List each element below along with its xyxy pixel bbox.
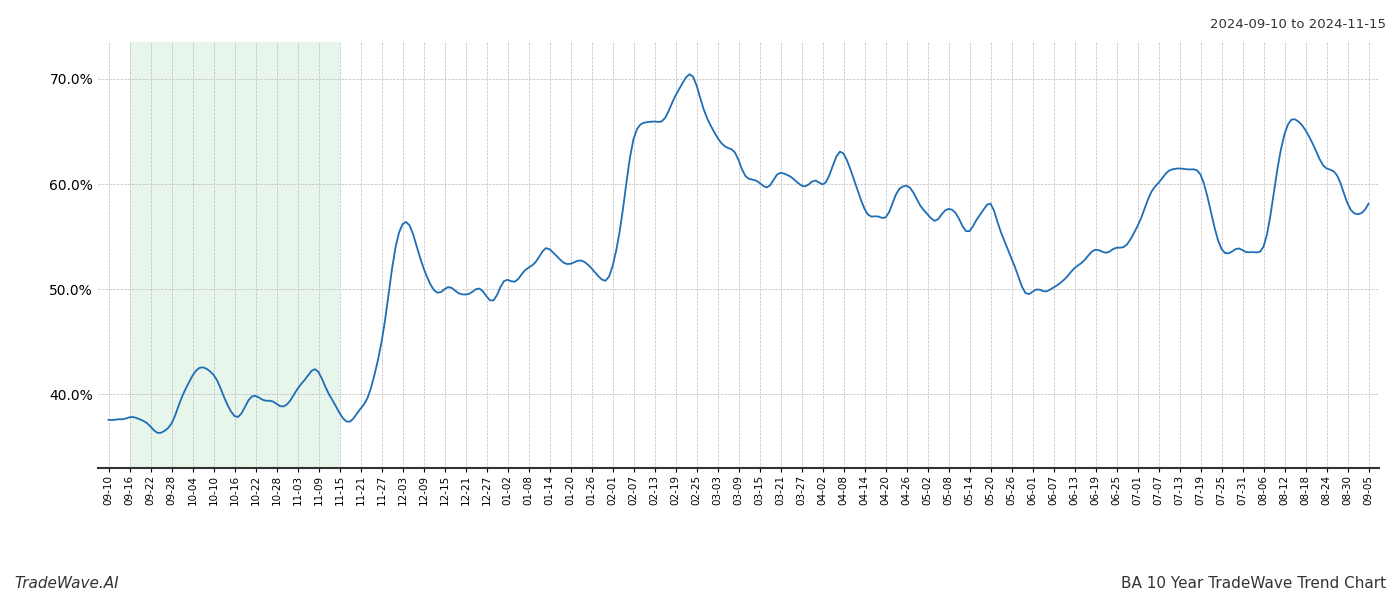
- Text: TradeWave.AI: TradeWave.AI: [14, 576, 119, 591]
- Text: 2024-09-10 to 2024-11-15: 2024-09-10 to 2024-11-15: [1210, 18, 1386, 31]
- Bar: [130, 42, 340, 468]
- Text: BA 10 Year TradeWave Trend Chart: BA 10 Year TradeWave Trend Chart: [1121, 576, 1386, 591]
